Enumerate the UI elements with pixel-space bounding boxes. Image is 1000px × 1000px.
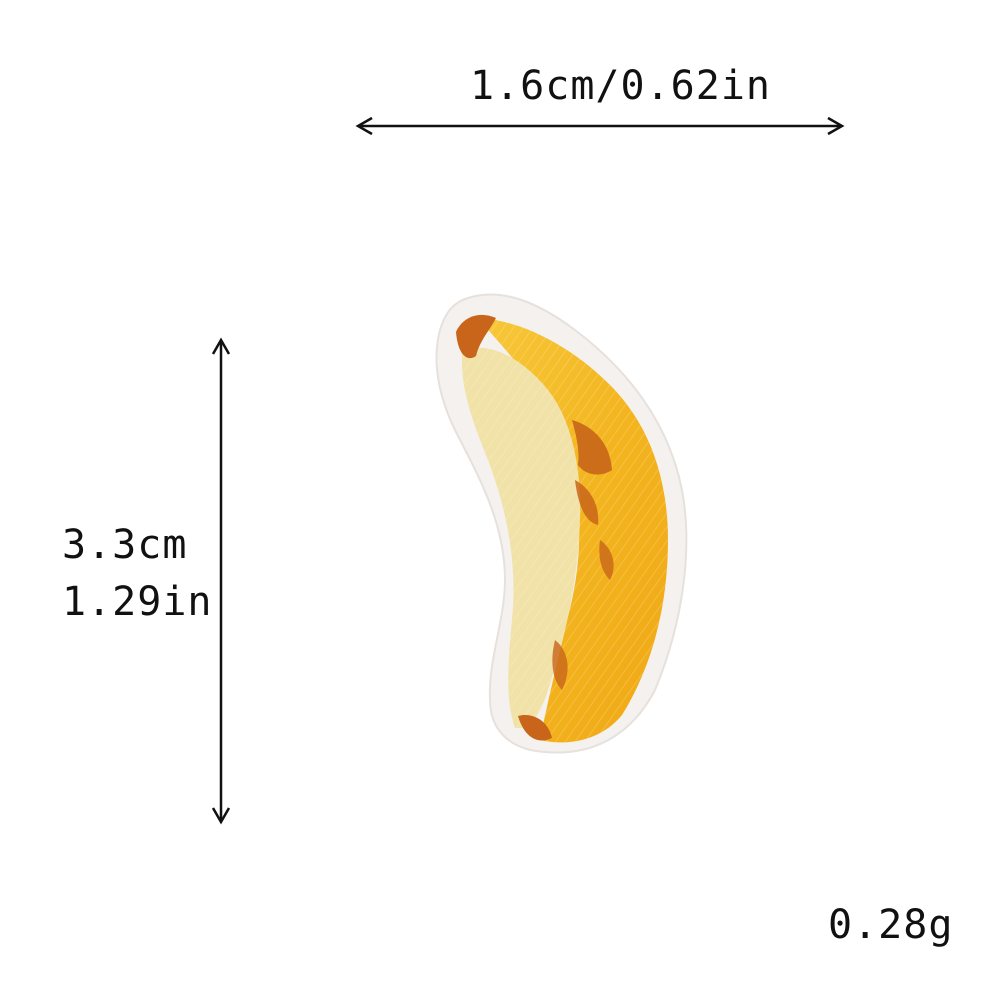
height-label-in: 1.29in: [62, 579, 213, 625]
height-label-cm: 3.3cm: [62, 522, 188, 568]
banana-spot: [552, 640, 568, 690]
weight-label: 0.28g: [828, 902, 954, 948]
banana-spot: [575, 480, 599, 525]
banana-bottom-tip: [518, 714, 552, 741]
banana-spot: [599, 540, 614, 580]
banana-spot: [572, 420, 612, 475]
banana-stem: [456, 314, 496, 359]
width-arrow: [355, 116, 845, 136]
width-label: 1.6cm/0.62in: [470, 63, 771, 109]
height-arrow: [211, 337, 231, 825]
